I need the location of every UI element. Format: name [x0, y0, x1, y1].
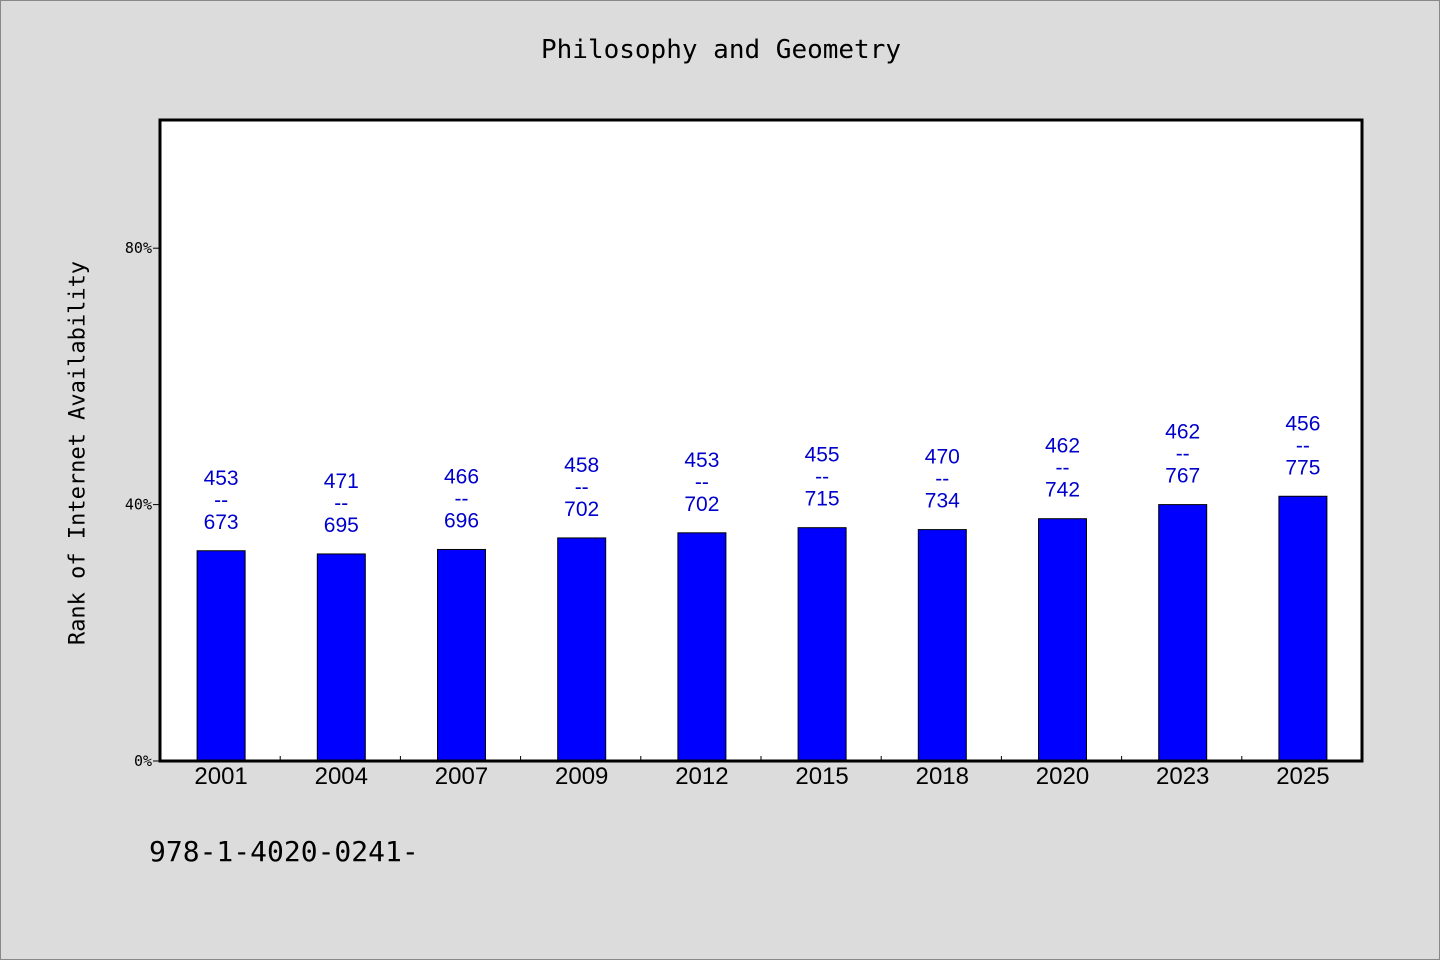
data-label-2007-1: 466	[444, 465, 479, 488]
data-label-2004-1: 471	[324, 470, 359, 493]
x-tick-label-2007: 2007	[435, 763, 488, 790]
data-label-2015-3: 715	[805, 488, 840, 511]
data-label-2007-2: --	[455, 487, 469, 510]
x-tick-label-2009: 2009	[555, 763, 608, 790]
data-label-2023-1: 462	[1165, 421, 1200, 444]
data-label-2009-1: 458	[564, 454, 599, 477]
data-label-2025-2: --	[1296, 434, 1310, 457]
chart-title: Philosophy and Geometry	[540, 35, 902, 65]
data-label-2001-1: 453	[204, 467, 239, 490]
bar-2018	[917, 529, 967, 762]
data-label-2012-2: --	[695, 471, 709, 494]
x-tick-label-2001: 2001	[194, 763, 247, 790]
bar-2007	[437, 548, 486, 762]
x-tick-label-2018: 2018	[916, 763, 969, 790]
data-label-2001-3: 673	[204, 511, 239, 534]
data-label-2018-3: 734	[925, 490, 960, 513]
data-label-2020-1: 462	[1045, 435, 1080, 458]
x-tick-label-2012: 2012	[675, 763, 728, 790]
data-label-2015-2: --	[815, 466, 829, 489]
plot-frame	[158, 118, 1364, 763]
bar-2001	[196, 550, 246, 762]
data-label-2023-3: 767	[1165, 465, 1200, 488]
bar-2020	[1038, 518, 1087, 762]
data-label-2015-1: 455	[805, 444, 840, 467]
x-tick-label-2004: 2004	[315, 763, 368, 790]
x-tick-label-2015: 2015	[795, 763, 848, 790]
data-label-2023-2: --	[1176, 443, 1190, 466]
y-tick-label-40: 40%	[125, 496, 152, 514]
bar-2025	[1278, 495, 1328, 762]
data-label-2001-2: --	[214, 489, 228, 512]
x-tick-label-2020: 2020	[1036, 763, 1089, 790]
data-label-2020-3: 742	[1045, 479, 1080, 502]
data-label-2025-1: 456	[1285, 412, 1320, 435]
footnote-isbn: 978-1-4020-0241-	[149, 835, 419, 868]
y-tick-label-80: 80%	[125, 239, 152, 257]
y-tick-label-0: 0%	[134, 752, 152, 770]
data-label-2004-3: 695	[324, 514, 359, 537]
data-label-2018-1: 470	[925, 446, 960, 469]
data-label-2012-3: 702	[684, 493, 719, 516]
data-label-2004-2: --	[334, 492, 348, 515]
data-label-2025-3: 775	[1285, 456, 1320, 479]
data-label-2012-1: 453	[684, 449, 719, 472]
bar-2012	[677, 532, 727, 762]
data-label-2020-2: --	[1056, 457, 1070, 480]
data-label-2007-3: 696	[444, 509, 479, 532]
bar-2004	[316, 553, 366, 762]
data-label-2009-2: --	[575, 476, 589, 499]
bar-2015	[797, 527, 847, 762]
data-label-2018-2: --	[935, 468, 949, 491]
x-tick-label-2025: 2025	[1276, 763, 1329, 790]
bar-2023	[1158, 504, 1208, 762]
bar-2009	[557, 537, 607, 762]
data-label-2009-3: 702	[564, 498, 599, 521]
x-tick-label-2023: 2023	[1156, 763, 1209, 790]
